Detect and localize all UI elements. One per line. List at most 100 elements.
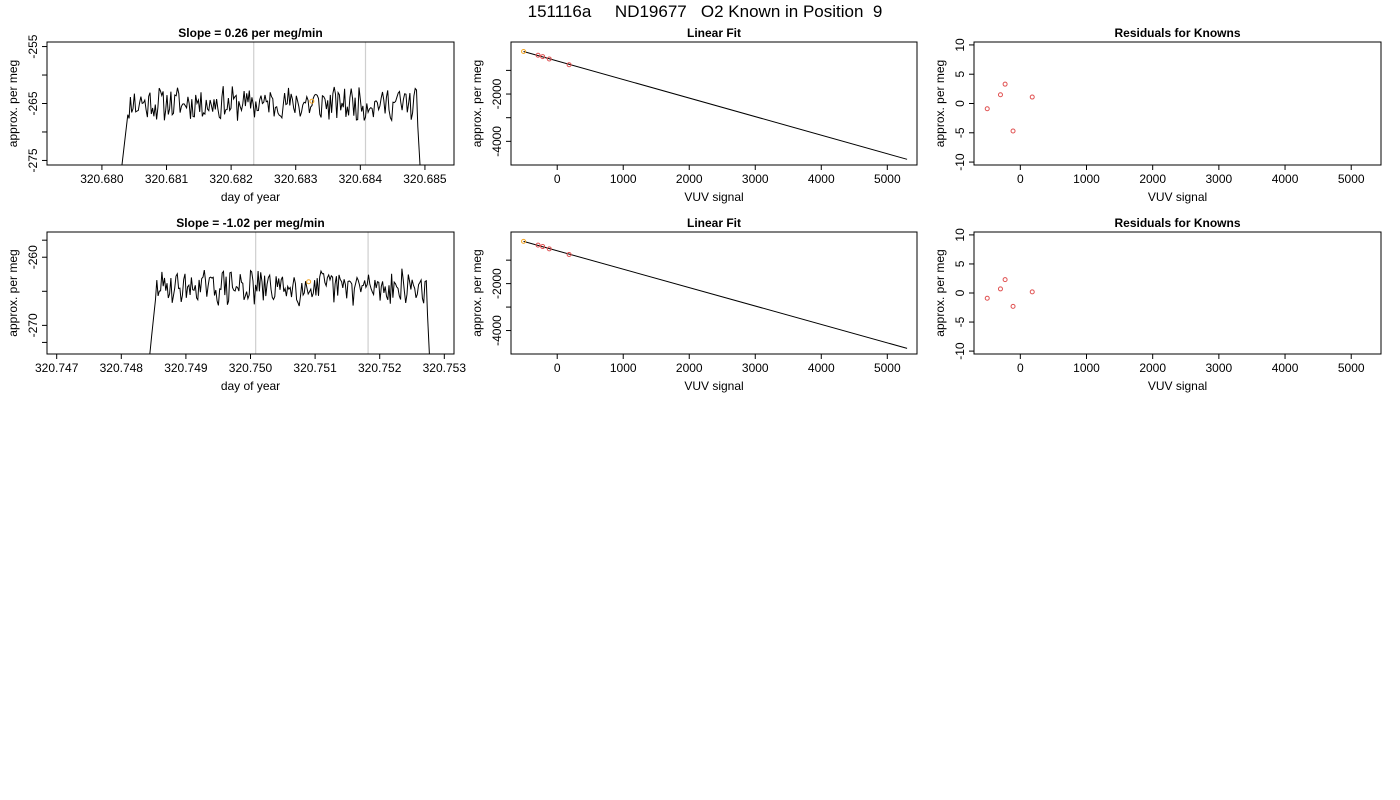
data-point xyxy=(546,56,552,62)
data-point xyxy=(1010,128,1016,134)
x-tick-label: 320.685 xyxy=(403,172,447,186)
y-tick-label: 10 xyxy=(953,228,967,242)
highlight-point xyxy=(306,279,312,285)
panel-title: Slope = -1.02 per meg/min xyxy=(176,216,324,230)
data-point xyxy=(540,54,546,60)
plot-frame xyxy=(973,41,1382,166)
x-tick-label: 320.749 xyxy=(164,361,208,375)
data-point xyxy=(984,295,990,301)
highlight-point xyxy=(309,98,315,104)
x-tick-label: 0 xyxy=(554,172,561,186)
x-axis-label: VUV signal xyxy=(1148,379,1207,393)
data-point xyxy=(1002,277,1008,283)
plot-frame xyxy=(510,231,918,355)
data-point xyxy=(997,92,1003,98)
fit-line xyxy=(523,50,908,160)
y-tick-label: -265 xyxy=(26,91,40,115)
data-point xyxy=(997,286,1003,292)
y-tick-label: -255 xyxy=(26,34,40,58)
x-tick-label: 5000 xyxy=(1338,361,1365,375)
panel-title: Slope = 0.26 per meg/min xyxy=(178,26,322,40)
panel-r1-resid: Residuals for Knowns 0 1000 2000 3000 4000 500… xyxy=(933,26,1382,204)
x-axis-label: day of year xyxy=(221,379,280,393)
x-tick-label: 320.747 xyxy=(35,361,79,375)
x-tick-label: 0 xyxy=(1017,361,1024,375)
plot-frame xyxy=(510,41,918,166)
data-point xyxy=(984,106,990,112)
y-tick-label: -270 xyxy=(26,313,40,337)
y-axis-label: approx. per meg xyxy=(933,60,947,147)
y-tick-label: 10 xyxy=(953,38,967,52)
x-axis-label: VUV signal xyxy=(684,190,743,204)
data-point xyxy=(566,252,572,258)
data-point xyxy=(535,242,541,248)
x-axis-label: day of year xyxy=(221,190,280,204)
y-tick-label: -5 xyxy=(953,127,967,138)
x-tick-label: 3000 xyxy=(1206,361,1233,375)
data-point xyxy=(535,52,541,58)
x-tick-label: 5000 xyxy=(1338,172,1365,186)
data-point xyxy=(1002,81,1008,87)
y-tick-label: -10 xyxy=(953,153,967,171)
x-tick-label: 2000 xyxy=(676,361,703,375)
y-tick-label: -2000 xyxy=(490,268,504,299)
y-axis-label: approx. per meg xyxy=(470,249,484,336)
x-axis-label: VUV signal xyxy=(1148,190,1207,204)
panel-title: Linear Fit xyxy=(687,26,741,40)
x-tick-label: 320.752 xyxy=(358,361,402,375)
data-point xyxy=(1010,303,1016,309)
panel-r2-fit: Linear Fit 0 1000 2000 3000 4000 5000 -2000 -400… xyxy=(470,216,918,393)
y-tick-label: -4000 xyxy=(490,126,504,157)
y-tick-label: 5 xyxy=(953,260,967,267)
data-point xyxy=(540,244,546,250)
y-tick-label: -275 xyxy=(26,148,40,172)
data-point xyxy=(1029,289,1035,295)
y-axis-label: approx. per meg xyxy=(6,249,20,336)
x-tick-label: 3000 xyxy=(742,172,769,186)
y-tick-label: 0 xyxy=(953,289,967,296)
panel-title: Residuals for Knowns xyxy=(1114,26,1240,40)
y-axis-label: approx. per meg xyxy=(470,60,484,147)
x-tick-label: 320.681 xyxy=(145,172,189,186)
y-axis-label: approx. per meg xyxy=(933,249,947,336)
fit-line xyxy=(523,240,908,349)
panel-r2-time: Slope = -1.02 per meg/min 320.747 320.748 3… xyxy=(6,216,467,393)
x-axis-label: VUV signal xyxy=(684,379,743,393)
y-axis-label: approx. per meg xyxy=(6,60,20,147)
x-tick-label: 2000 xyxy=(676,172,703,186)
y-tick-label: 5 xyxy=(953,71,967,78)
x-tick-label: 320.684 xyxy=(339,172,383,186)
data-point xyxy=(1029,94,1035,100)
x-tick-label: 320.751 xyxy=(293,361,337,375)
x-tick-label: 5000 xyxy=(874,172,901,186)
panel-title: Residuals for Knowns xyxy=(1114,216,1240,230)
x-tick-label: 5000 xyxy=(874,361,901,375)
x-tick-label: 320.750 xyxy=(229,361,273,375)
x-tick-label: 320.680 xyxy=(80,172,124,186)
y-tick-label: -2000 xyxy=(490,78,504,109)
x-tick-label: 2000 xyxy=(1139,361,1166,375)
x-tick-label: 4000 xyxy=(808,361,835,375)
data-trace xyxy=(121,86,421,165)
x-tick-label: 0 xyxy=(554,361,561,375)
y-tick-label: -5 xyxy=(953,316,967,327)
data-point xyxy=(566,62,572,68)
x-tick-label: 1000 xyxy=(1073,172,1100,186)
x-tick-label: 2000 xyxy=(1139,172,1166,186)
x-tick-label: 320.753 xyxy=(423,361,467,375)
x-tick-label: 4000 xyxy=(808,172,835,186)
x-tick-label: 1000 xyxy=(610,361,637,375)
data-trace xyxy=(149,268,430,354)
x-tick-label: 320.748 xyxy=(100,361,144,375)
plot-frame xyxy=(973,231,1382,355)
y-tick-label: -4000 xyxy=(490,315,504,346)
x-tick-label: 320.683 xyxy=(274,172,318,186)
page-title: 151116a ND19677 O2 Known in Position 9 xyxy=(527,2,883,21)
panel-r2-resid: Residuals for Knowns 0 1000 2000 3000 4000 500… xyxy=(933,216,1382,393)
panel-r1-time: Slope = 0.26 per meg/min 320.680 320.681 32… xyxy=(6,26,455,204)
y-tick-label: -260 xyxy=(26,245,40,269)
panel-r1-fit: Linear Fit 0 1000 2000 3000 4000 5000 -2000 -400… xyxy=(470,26,918,204)
y-tick-label: 0 xyxy=(953,100,967,107)
y-tick-label: -10 xyxy=(953,342,967,360)
